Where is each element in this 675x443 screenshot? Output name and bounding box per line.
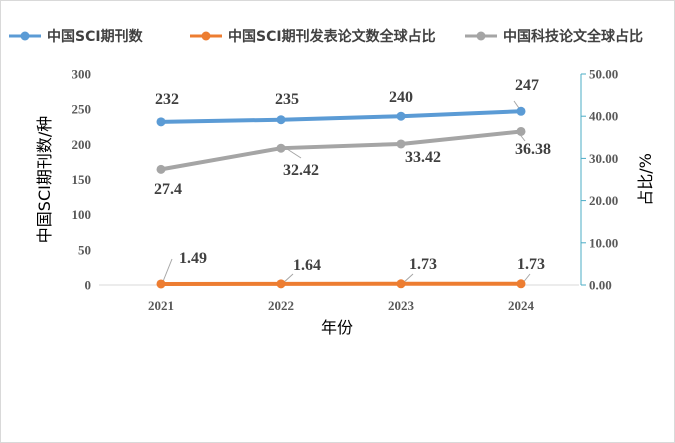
x-tick-label: 2024	[508, 298, 535, 313]
left-axis-title: 中国SCI期刊数/种	[35, 116, 54, 243]
data-point	[156, 164, 166, 174]
legend-marker-2	[201, 31, 211, 41]
data-point	[516, 126, 526, 136]
legend-marker-3	[476, 31, 486, 41]
data-label: 1.73	[517, 256, 545, 273]
right-tick-label: 30.00	[589, 151, 618, 166]
left-tick-label: 100	[72, 207, 92, 222]
leader-line	[161, 258, 173, 285]
right-tick-label: 10.00	[589, 235, 618, 250]
data-label: 1.64	[293, 257, 321, 274]
right-tick-label: 20.00	[589, 193, 618, 208]
data-label: 235	[275, 91, 299, 108]
data-point	[156, 117, 166, 127]
data-labels: 232 235 240 247 1.49 1.64 1.73 1.73 27.4 32.42 33.…	[154, 77, 551, 274]
x-axis: 2021 2022 2023 2024 年份	[99, 284, 579, 337]
x-tick-label: 2022	[268, 298, 294, 313]
legend-label-1: 中国SCI期刊数	[47, 28, 144, 45]
data-label: 36.38	[515, 141, 551, 158]
data-point	[396, 279, 406, 289]
left-tick-label: 200	[72, 137, 92, 152]
x-axis-title: 年份	[321, 318, 353, 337]
data-label: 33.42	[405, 149, 441, 166]
data-label: 27.4	[154, 181, 182, 198]
right-axis-title: 占比/%	[636, 153, 655, 206]
data-label: 240	[389, 89, 413, 106]
left-tick-label: 150	[72, 172, 92, 187]
right-tick-label: 50.00	[589, 67, 618, 82]
data-label: 1.73	[409, 256, 437, 273]
data-point	[276, 279, 286, 289]
left-tick-label: 0	[85, 278, 92, 293]
data-label: 247	[515, 77, 539, 94]
data-point	[516, 106, 526, 116]
leader-lines	[161, 100, 531, 285]
data-label: 32.42	[283, 162, 319, 179]
left-y-axis: 0 50 100 150 200 250 300 中国SCI期刊数/种	[35, 67, 91, 293]
left-tick-label: 50	[78, 242, 91, 257]
left-tick-label: 300	[72, 67, 92, 82]
right-tick-label: 0.00	[589, 278, 612, 293]
left-tick-label: 250	[72, 102, 92, 117]
series-line-1	[160, 109, 522, 124]
data-point	[516, 279, 526, 289]
series-group	[156, 106, 526, 289]
legend-marker-1	[20, 31, 30, 41]
data-point	[396, 111, 406, 121]
legend-label-3: 中国科技论文全球占比	[503, 28, 643, 45]
data-point	[276, 143, 286, 153]
x-tick-label: 2021	[148, 298, 174, 313]
legend-label-2: 中国SCI期刊发表论文数全球占比	[228, 28, 436, 45]
legend: 中国SCI期刊数 中国SCI期刊发表论文数全球占比 中国科技论文全球占比	[9, 28, 643, 45]
data-point	[396, 139, 406, 149]
data-point	[276, 115, 286, 125]
data-label: 1.49	[179, 250, 207, 267]
series-line-3	[160, 129, 522, 172]
data-label: 232	[155, 91, 179, 108]
right-tick-label: 40.00	[589, 109, 618, 124]
x-tick-label: 2023	[388, 298, 415, 313]
right-y-axis: 0.00 10.00 20.00 30.00 40.00 50.00 占比/%	[580, 67, 655, 293]
data-point	[156, 279, 166, 289]
